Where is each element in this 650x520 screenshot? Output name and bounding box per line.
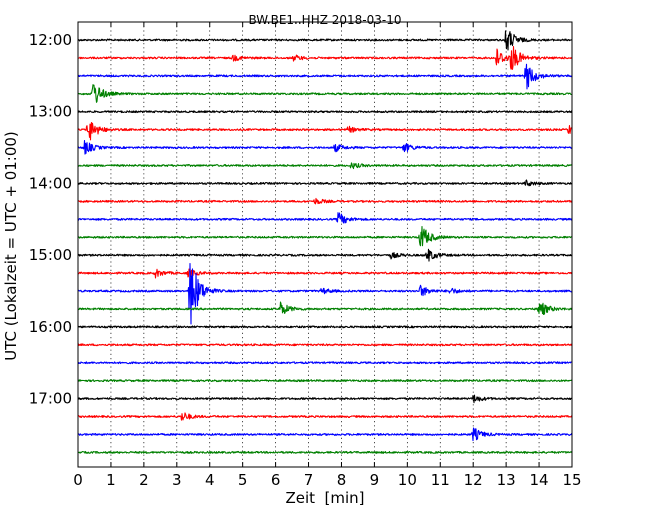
x-tick-label: 4 <box>205 471 215 489</box>
y-axis-label: UTC (Lokalzeit = UTC + 01:00) <box>2 131 20 361</box>
plot-frame <box>77 21 573 468</box>
y-tick-label: 13:00 <box>29 103 72 121</box>
x-tick-label: 3 <box>172 471 182 489</box>
x-tick-label: 9 <box>370 471 380 489</box>
trace-1600 <box>77 325 573 329</box>
trace-1645 <box>77 379 573 383</box>
x-tick-label: 0 <box>73 471 83 489</box>
trace-1445 <box>77 226 573 247</box>
x-tick-label: 14 <box>530 471 549 489</box>
trace-1400 <box>77 179 573 187</box>
trace-1630 <box>77 361 573 365</box>
trace-1330 <box>77 139 573 155</box>
y-tick-label: 14:00 <box>29 174 72 192</box>
trace-1730 <box>77 427 573 442</box>
x-tick-label: 15 <box>562 471 581 489</box>
x-axis-label: Zeit [min] <box>285 489 364 507</box>
x-tick-label: 12 <box>464 471 483 489</box>
x-tick-label: 5 <box>238 471 248 489</box>
trace-1315 <box>77 121 573 141</box>
x-tick-label: 10 <box>398 471 417 489</box>
y-tick-label: 17:00 <box>29 390 72 408</box>
trace-1700 <box>77 394 573 404</box>
x-axis: 0 1 2 3 4 5 6 7 8 9 10 11 12 13 14 15 <box>73 22 582 489</box>
trace-1300 <box>77 110 573 114</box>
trace-1530 <box>77 263 573 325</box>
y-tick-label: 15:00 <box>29 246 72 264</box>
x-tick-label: 6 <box>271 471 281 489</box>
y-tick-label: 16:00 <box>29 318 72 336</box>
trace-1200 <box>77 30 573 51</box>
trace-1230 <box>77 63 573 90</box>
x-tick-label: 13 <box>497 471 516 489</box>
trace-1715 <box>77 412 573 421</box>
x-tick-label: 7 <box>304 471 314 489</box>
trace-1615 <box>77 343 573 347</box>
x-tick-label: 2 <box>139 471 149 489</box>
y-tick-label: 12:00 <box>29 31 72 49</box>
trace-1215 <box>77 45 573 70</box>
x-tick-label: 11 <box>431 471 450 489</box>
x-tick-label: 1 <box>106 471 116 489</box>
trace-group <box>77 30 573 454</box>
trace-1345 <box>77 162 573 170</box>
trace-1515 <box>77 268 573 279</box>
y-axis: 12:00 13:00 14:00 15:00 16:00 17:00 <box>29 31 572 408</box>
trace-1545 <box>77 301 573 316</box>
trace-1430 <box>77 212 573 224</box>
chart-title: BW.BE1..HHZ 2018-03-10 <box>248 13 401 27</box>
trace-1500 <box>77 248 573 262</box>
trace-1245 <box>77 84 573 103</box>
trace-1745 <box>77 450 573 454</box>
trace-1415 <box>77 197 573 205</box>
x-tick-label: 8 <box>337 471 347 489</box>
